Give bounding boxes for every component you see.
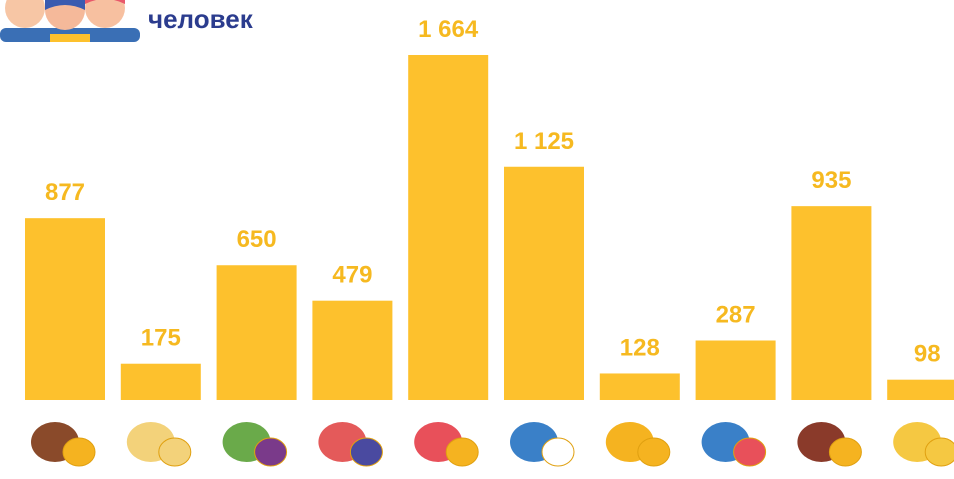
- bar: [312, 300, 393, 400]
- category-icon: [924, 437, 954, 467]
- value-label: 877: [45, 179, 85, 206]
- value-label: 175: [141, 325, 181, 352]
- bar: [408, 55, 489, 400]
- value-label: 650: [237, 226, 277, 253]
- bar: [25, 218, 105, 400]
- bar: [504, 166, 584, 400]
- bar: [120, 363, 201, 400]
- category-icon: [158, 437, 192, 467]
- category-icon: [828, 437, 862, 467]
- category-icon: [349, 437, 383, 467]
- value-label: 128: [620, 334, 660, 361]
- value-label: 1 125: [514, 128, 574, 155]
- bar: [887, 379, 954, 400]
- bar: [695, 340, 776, 400]
- category-icon: [637, 437, 671, 467]
- value-label: 479: [332, 262, 372, 289]
- value-label: 935: [811, 167, 851, 194]
- value-label: 98: [914, 341, 941, 368]
- chart-title: человек: [148, 4, 254, 34]
- category-icon: [62, 437, 96, 467]
- category-icon: [541, 437, 575, 467]
- value-label: 1 664: [418, 16, 479, 43]
- bar: [791, 206, 872, 400]
- category-icon: [733, 437, 767, 467]
- category-icon: [445, 437, 479, 467]
- bar: [599, 373, 680, 400]
- value-label: 287: [716, 301, 756, 328]
- category-icon: [254, 437, 288, 467]
- bar: [216, 265, 297, 400]
- people-icon: [0, 0, 140, 42]
